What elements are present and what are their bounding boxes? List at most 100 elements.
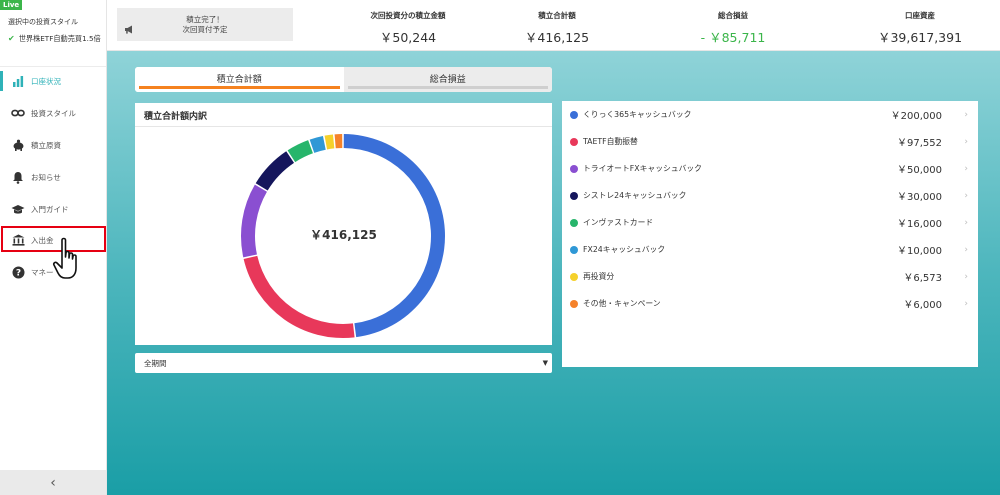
list-item[interactable]: シストレ24キャッシュバック ￥30,000 › xyxy=(562,182,978,209)
donut-slice-3[interactable] xyxy=(255,151,295,191)
color-dot-icon xyxy=(570,245,578,254)
help-circle-icon: ? xyxy=(11,265,25,279)
live-badge: Live xyxy=(0,0,23,10)
list-item[interactable]: 再投資分 ￥6,573 › xyxy=(562,263,978,290)
nav-divider xyxy=(0,66,106,67)
donut-slice-0[interactable] xyxy=(343,134,445,338)
color-dot-icon xyxy=(570,191,578,200)
list-item[interactable]: インヴァストカード ￥16,000 › xyxy=(562,209,978,236)
item-amount: ￥10,000 xyxy=(897,246,942,257)
sidebar-item-label: マネー xyxy=(31,267,54,277)
highlight-box xyxy=(1,226,106,252)
sidebar-item-funding[interactable]: 積立原資 xyxy=(0,131,106,159)
donut-slice-7[interactable] xyxy=(334,134,343,149)
sidebar-item-account-status[interactable]: 口座状況 xyxy=(0,67,106,95)
chevron-right-icon: › xyxy=(964,298,968,309)
view-tabs: 積立合計額 総合損益 xyxy=(135,67,552,92)
chevron-right-icon: › xyxy=(964,109,968,120)
donut-slice-4[interactable] xyxy=(287,140,313,163)
total-pnl-value: - ￥85,711 xyxy=(700,30,766,45)
sidebar-item-label: 入門ガイド xyxy=(31,204,69,214)
collapse-sidebar-button[interactable]: ‹ xyxy=(0,470,106,495)
donut-slice-2[interactable] xyxy=(241,184,267,258)
breakdown-list: くりっく365キャッシュバック ￥200,000 › TAETF自動振替 ￥97… xyxy=(562,101,978,367)
bar-chart-icon xyxy=(11,74,25,88)
item-amount: ￥6,000 xyxy=(903,300,942,311)
bank-icon xyxy=(11,233,25,247)
item-name: くりっく365キャッシュバック xyxy=(583,110,692,119)
sidebar-item-label: 入出金 xyxy=(31,235,54,245)
graduation-cap-icon xyxy=(11,202,25,216)
svg-text:?: ? xyxy=(15,268,20,278)
notice-line1: 積立完了！ xyxy=(186,14,224,24)
color-dot-icon xyxy=(570,137,578,146)
sidebar-item-money[interactable]: ? マネー xyxy=(0,258,106,286)
sidebar-item-notices[interactable]: お知らせ xyxy=(0,163,106,191)
notice-line2: 次回買付予定 xyxy=(182,24,228,34)
chevron-right-icon: › xyxy=(964,190,968,201)
color-dot-icon xyxy=(570,164,578,173)
caret-down-icon: ▼ xyxy=(542,359,548,367)
item-amount: ￥30,000 xyxy=(897,192,942,203)
chevron-right-icon: › xyxy=(964,217,968,228)
megaphone-icon xyxy=(124,19,134,38)
sidebar: Live 選択中の投資スタイル ✔ 世界株ETF自動売買1.5倍 口座状況 投資… xyxy=(0,0,107,495)
donut-slice-1[interactable] xyxy=(243,255,355,338)
item-name: その他・キャンペーン xyxy=(583,299,661,308)
selected-style[interactable]: ✔ 世界株ETF自動売買1.5倍 xyxy=(8,33,105,44)
item-name: トライオートFXキャッシュバック xyxy=(583,164,702,173)
donut-chart: ￥416,125 xyxy=(135,127,552,345)
account-assets-stat: 口座資産 ￥39,617,391 xyxy=(845,10,995,46)
donut-svg xyxy=(241,134,445,338)
period-select[interactable]: 全期間 ▼ xyxy=(135,353,552,373)
item-name: 再投資分 xyxy=(583,272,615,281)
color-dot-icon xyxy=(570,299,578,308)
tab-total-savings[interactable]: 積立合計額 xyxy=(135,67,344,92)
chevron-right-icon: › xyxy=(964,136,968,147)
chart-title: 積立合計額内訳 xyxy=(135,103,552,127)
item-amount: ￥97,552 xyxy=(897,138,942,149)
donut-slice-5[interactable] xyxy=(309,135,326,153)
next-investment-value: ￥50,244 xyxy=(379,30,437,45)
next-investment-label: 次回投資分の積立金額 xyxy=(370,11,446,20)
pointer-hand-icon xyxy=(52,237,86,285)
breakdown-chart-card: 積立合計額内訳 ￥416,125 xyxy=(135,103,552,345)
color-dot-icon xyxy=(570,110,578,119)
account-assets-value: ￥39,617,391 xyxy=(877,30,963,45)
main-content: 積立合計額 総合損益 積立合計額内訳 ￥416,125 全期間 ▼ くりっく36… xyxy=(107,51,1000,495)
notice-button[interactable]: 積立完了！ 次回買付予定 xyxy=(117,8,293,41)
list-item[interactable]: トライオートFXキャッシュバック ￥50,000 › xyxy=(562,155,978,182)
tab-total-pnl[interactable]: 総合損益 xyxy=(343,67,552,92)
item-name: FX24キャッシュバック xyxy=(583,245,666,254)
total-savings-value: ￥416,125 xyxy=(524,30,590,45)
sidebar-item-label: 投資スタイル xyxy=(31,108,76,118)
top-header: 積立完了！ 次回買付予定 次回投資分の積立金額 ￥50,244 積立合計額 ￥4… xyxy=(107,0,1000,51)
item-name: TAETF自動振替 xyxy=(583,137,638,146)
donut-center-value: ￥416,125 xyxy=(310,228,377,242)
item-name: インヴァストカード xyxy=(583,218,654,227)
total-pnl-stat: 総合損益 - ￥85,711 xyxy=(663,10,803,46)
color-dot-icon xyxy=(570,218,578,227)
list-item[interactable]: TAETF自動振替 ￥97,552 › xyxy=(562,128,978,155)
chevron-right-icon: › xyxy=(964,163,968,174)
color-dot-icon xyxy=(570,272,578,281)
donut-slice-6[interactable] xyxy=(324,134,335,150)
item-amount: ￥16,000 xyxy=(897,219,942,230)
chevron-right-icon: › xyxy=(964,271,968,282)
notice-text: 積立完了！ 次回買付予定 xyxy=(117,15,293,35)
sidebar-item-label: 口座状況 xyxy=(31,76,61,86)
list-item[interactable]: くりっく365キャッシュバック ￥200,000 › xyxy=(562,101,978,128)
list-item[interactable]: FX24キャッシュバック ￥10,000 › xyxy=(562,236,978,263)
sidebar-item-intro-guide[interactable]: 入門ガイド xyxy=(0,195,106,223)
item-amount: ￥200,000 xyxy=(890,111,942,122)
list-item[interactable]: その他・キャンペーン ￥6,000 › xyxy=(562,290,978,317)
total-savings-stat: 積立合計額 ￥416,125 xyxy=(487,10,627,46)
period-select-value: 全期間 xyxy=(144,358,167,368)
sidebar-item-label: 積立原資 xyxy=(31,140,61,150)
total-savings-label: 積立合計額 xyxy=(538,11,576,20)
sidebar-item-investment-style[interactable]: 投資スタイル xyxy=(0,99,106,127)
total-pnl-label: 総合損益 xyxy=(718,11,748,20)
account-assets-label: 口座資産 xyxy=(905,11,935,20)
sidebar-item-deposit-withdraw[interactable]: 入出金 xyxy=(0,226,106,254)
chevron-right-icon: › xyxy=(964,244,968,255)
